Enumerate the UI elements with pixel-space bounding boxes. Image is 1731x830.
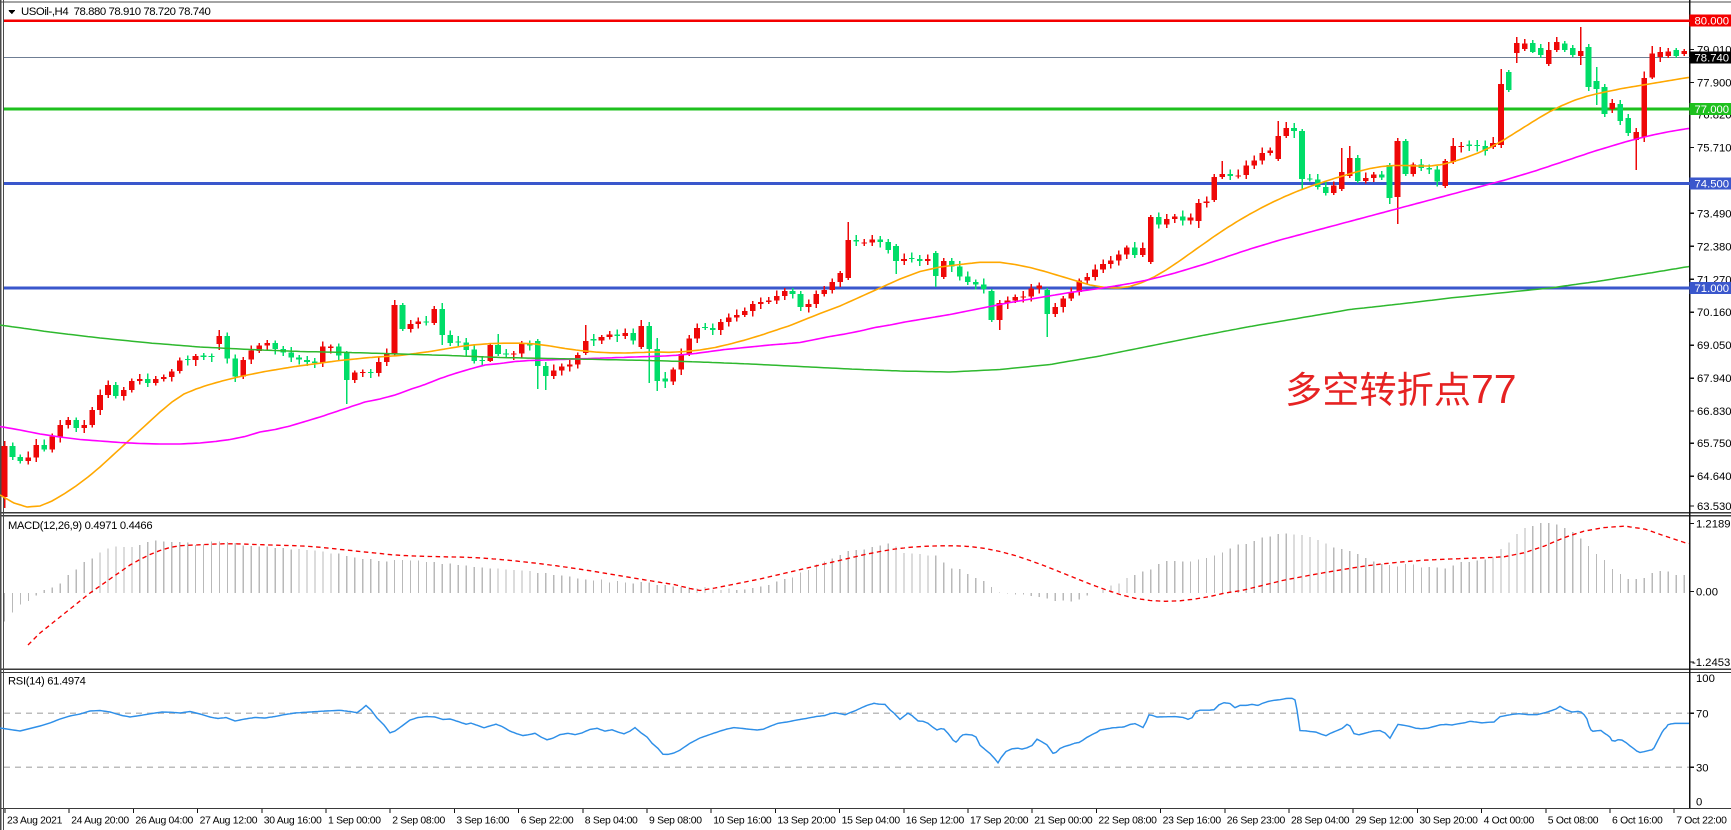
svg-text:7 Oct 22:00: 7 Oct 22:00	[1676, 816, 1727, 827]
svg-text:26 Aug 04:00: 26 Aug 04:00	[135, 816, 193, 827]
svg-text:77.000: 77.000	[1695, 104, 1730, 116]
svg-text:66.830: 66.830	[1697, 406, 1731, 418]
svg-text:1 Sep 00:00: 1 Sep 00:00	[328, 816, 381, 827]
svg-text:30: 30	[1696, 763, 1709, 775]
svg-text:MACD(12,26,9) 0.4971 0.4466: MACD(12,26,9) 0.4971 0.4466	[8, 520, 152, 532]
svg-text:10 Sep 16:00: 10 Sep 16:00	[713, 816, 772, 827]
svg-text:13 Sep 20:00: 13 Sep 20:00	[777, 816, 836, 827]
svg-text:1.2189: 1.2189	[1696, 519, 1731, 531]
svg-text:23 Aug 2021: 23 Aug 2021	[7, 816, 63, 827]
svg-text:78.740: 78.740	[1695, 53, 1730, 65]
svg-text:27 Aug 12:00: 27 Aug 12:00	[200, 816, 258, 827]
svg-text:9 Sep 08:00: 9 Sep 08:00	[649, 816, 702, 827]
svg-text:100: 100	[1696, 673, 1715, 685]
svg-text:6 Oct 16:00: 6 Oct 16:00	[1612, 816, 1663, 827]
svg-text:74.500: 74.500	[1695, 179, 1730, 191]
svg-text:70.160: 70.160	[1697, 307, 1731, 319]
svg-text:29 Sep 12:00: 29 Sep 12:00	[1355, 816, 1414, 827]
svg-text:30 Aug 16:00: 30 Aug 16:00	[264, 816, 322, 827]
svg-text:17 Sep 20:00: 17 Sep 20:00	[970, 816, 1029, 827]
svg-text:64.640: 64.640	[1697, 471, 1731, 483]
svg-text:16 Sep 12:00: 16 Sep 12:00	[906, 816, 965, 827]
svg-text:63.530: 63.530	[1697, 501, 1731, 513]
svg-text:23 Sep 16:00: 23 Sep 16:00	[1163, 816, 1222, 827]
svg-text:73.490: 73.490	[1697, 208, 1731, 220]
svg-text:67.940: 67.940	[1697, 373, 1731, 385]
svg-text:71.000: 71.000	[1695, 283, 1730, 295]
svg-text:2 Sep 08:00: 2 Sep 08:00	[392, 816, 445, 827]
svg-text:21 Sep 00:00: 21 Sep 00:00	[1034, 816, 1093, 827]
svg-text:70: 70	[1696, 709, 1709, 721]
svg-text:30 Sep 20:00: 30 Sep 20:00	[1419, 816, 1478, 827]
svg-text:-1.2453: -1.2453	[1692, 657, 1730, 669]
svg-text:0.00: 0.00	[1696, 587, 1718, 599]
svg-text:28 Sep 04:00: 28 Sep 04:00	[1291, 816, 1350, 827]
svg-text:15 Sep 04:00: 15 Sep 04:00	[842, 816, 901, 827]
svg-text:24 Aug 20:00: 24 Aug 20:00	[71, 816, 129, 827]
svg-text:8 Sep 04:00: 8 Sep 04:00	[585, 816, 638, 827]
svg-text:USOil-,H4 78.880 78.910 78.72: USOil-,H4 78.880 78.910 78.720 78.740	[21, 6, 210, 18]
svg-text:0: 0	[1696, 797, 1702, 809]
svg-text:RSI(14) 61.4974: RSI(14) 61.4974	[8, 676, 86, 688]
svg-text:6 Sep 22:00: 6 Sep 22:00	[521, 816, 574, 827]
svg-text:26 Sep 23:00: 26 Sep 23:00	[1227, 816, 1286, 827]
svg-text:5 Oct 08:00: 5 Oct 08:00	[1548, 816, 1599, 827]
svg-text:72.380: 72.380	[1697, 241, 1731, 253]
svg-text:22 Sep 08:00: 22 Sep 08:00	[1098, 816, 1157, 827]
svg-text:69.050: 69.050	[1697, 340, 1731, 352]
svg-text:3 Sep 16:00: 3 Sep 16:00	[456, 816, 509, 827]
svg-text:75.710: 75.710	[1697, 142, 1731, 154]
svg-text:80.000: 80.000	[1695, 16, 1730, 28]
svg-text:77: 77	[1471, 366, 1517, 412]
svg-text:4 Oct 00:00: 4 Oct 00:00	[1484, 816, 1535, 827]
svg-text:65.750: 65.750	[1697, 438, 1731, 450]
svg-text:77.900: 77.900	[1697, 77, 1731, 89]
